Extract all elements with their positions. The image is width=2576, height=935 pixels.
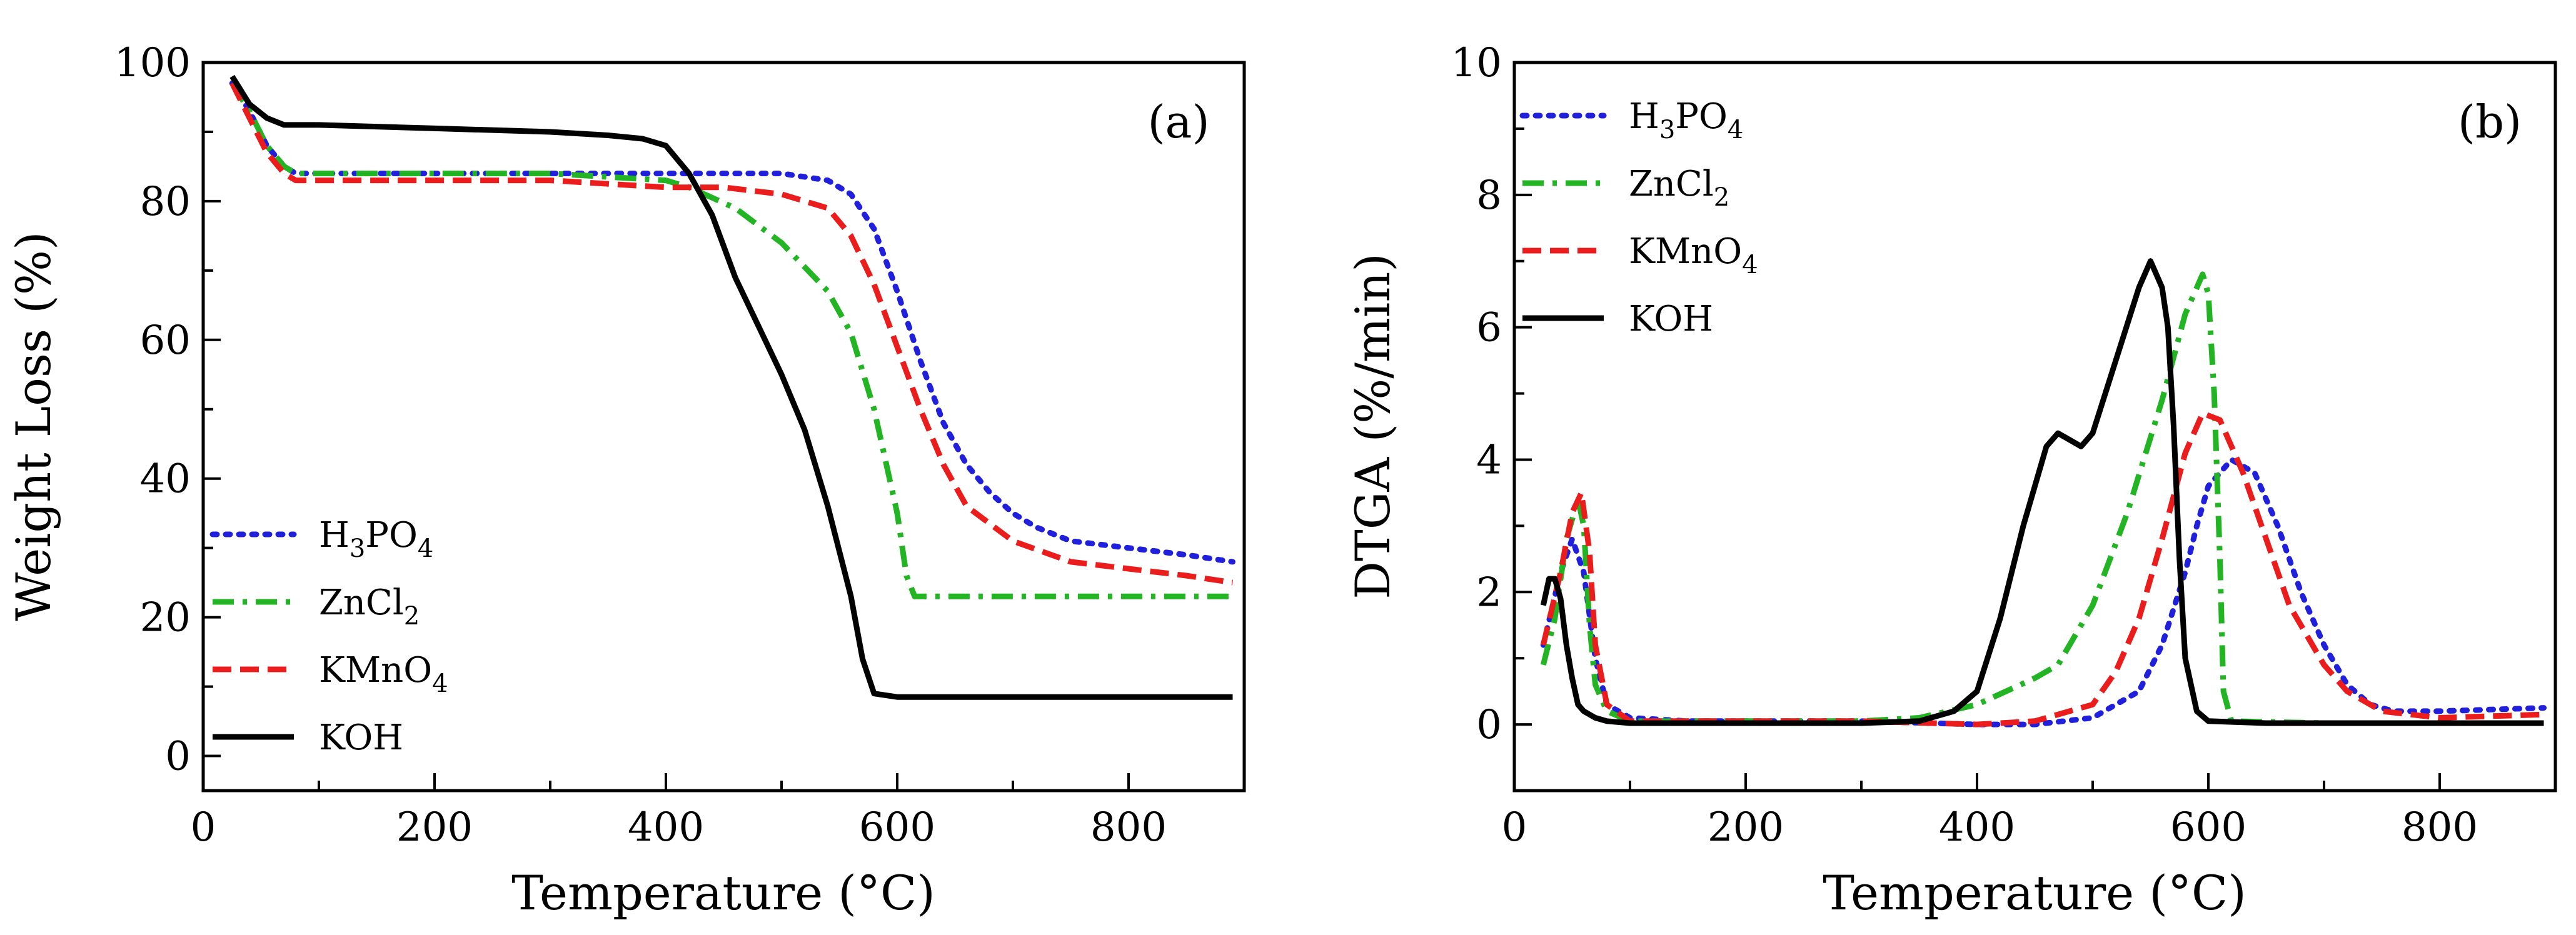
- panel-a-label: (a): [1147, 96, 1209, 148]
- legend-text-part: 2: [1714, 183, 1729, 212]
- panel-a-xlabel: Temperature (°C): [511, 865, 935, 921]
- legend-text-part: 3: [350, 534, 365, 563]
- panel-a-legend-label-zncl2: ZnCl2: [319, 582, 420, 631]
- panel-a-xtick-label: 600: [859, 804, 935, 851]
- panel-a-legend-label-h3po4: H3PO4: [319, 515, 433, 563]
- panel-b-ytick-label: 2: [1476, 569, 1502, 616]
- legend-text-part: 3: [1659, 116, 1675, 144]
- panel-a-ytick-label: 100: [114, 40, 191, 86]
- legend-text-part: PO: [1675, 96, 1728, 137]
- panel-a-series-koh: [229, 74, 1233, 700]
- panel-a-series-kmno4: [229, 82, 1234, 586]
- panel-b-legend-label-kmno4: KMnO4: [1629, 231, 1758, 279]
- panel-b-ytick-label: 4: [1476, 437, 1502, 483]
- panel-a-ticks: 0 200 400 600 800 0 20 40 60 80 100: [114, 40, 1167, 851]
- panel-b-legend-label-koh: KOH: [1629, 299, 1713, 339]
- panel-a-ytick-label: 20: [140, 595, 191, 641]
- panel-a-ytick-label: 40: [140, 456, 191, 502]
- panel-a-curves: [229, 74, 1235, 700]
- panel-b-legend-label-zncl2: ZnCl2: [1629, 164, 1729, 212]
- legend-text-part: 4: [1728, 116, 1743, 144]
- panel-b-xtick-label: 600: [2170, 804, 2246, 851]
- panel-a-ytick-label: 80: [140, 179, 191, 225]
- panel-b-label: (b): [2458, 96, 2522, 148]
- panel-a-ytick-label: 0: [165, 734, 191, 780]
- panel-b: 0 200 400 600 800 0 2 4 6 8 10 (b) Temperature (°C…: [1345, 40, 2557, 921]
- legend-text-part: 4: [432, 669, 448, 698]
- panel-b-series-h3po4: [1540, 457, 2547, 728]
- panel-b-series-zncl2: [1540, 271, 2544, 726]
- legend-text-part: 4: [418, 534, 433, 563]
- legend-text-part: ZnCl: [319, 582, 404, 623]
- panel-a-xtick-label: 0: [191, 804, 216, 851]
- panel-a-legend-label-koh: KOH: [319, 718, 403, 758]
- panel-a-xtick-label: 400: [628, 804, 704, 851]
- panel-a-legend-label-kmno4: KMnO4: [319, 650, 448, 698]
- panel-b-series-kmno4: [1540, 410, 2544, 728]
- panel-b-ytick-label: 0: [1476, 702, 1502, 748]
- panel-b-xtick-label: 800: [2402, 804, 2478, 851]
- panel-a-axes-frame: [201, 61, 1246, 792]
- panel-a: 0 200 400 600 800 0 20 40 60 80 100 (a) Temperatur…: [6, 40, 1246, 921]
- panel-a-ylabel: Weight Loss (%): [6, 231, 61, 621]
- panel-b-ylabel: DTGA (%/min): [1345, 253, 1401, 599]
- panel-a-series-zncl2: [229, 81, 1233, 599]
- legend-text-part: H: [1629, 96, 1659, 137]
- legend-text-part: KOH: [319, 718, 403, 758]
- panel-b-axes-frame: [1512, 61, 2557, 792]
- panel-b-ticks: 0 200 400 600 800 0 2 4 6 8 10: [1451, 40, 2478, 851]
- panel-a-ytick-label: 60: [140, 318, 191, 364]
- panel-b-curves: [1540, 258, 2547, 728]
- legend-text-part: 4: [1742, 251, 1758, 279]
- legend-text-part: KMnO: [1629, 231, 1742, 272]
- legend-text-part: ZnCl: [1629, 164, 1714, 204]
- legend-text-part: 2: [404, 602, 420, 631]
- panel-b-xtick-label: 0: [1502, 804, 1527, 851]
- legend-text-part: KMnO: [319, 650, 432, 691]
- panel-b-ytick-label: 8: [1476, 172, 1502, 219]
- panel-a-xtick-label: 200: [396, 804, 473, 851]
- panel-b-series-koh: [1540, 258, 2544, 726]
- panel-b-xtick-label: 200: [1708, 804, 1784, 851]
- legend-text-part: PO: [365, 515, 418, 556]
- panel-b-ytick-label: 10: [1451, 40, 1502, 86]
- panel-b-xtick-label: 400: [1939, 804, 2015, 851]
- legend-text-part: H: [319, 515, 350, 556]
- panel-b-ytick-label: 6: [1476, 305, 1502, 351]
- panel-a-xtick-label: 800: [1090, 804, 1167, 851]
- panel-b-xlabel: Temperature (°C): [1823, 865, 2246, 921]
- panel-a-series-h3po4: [229, 80, 1235, 565]
- panel-b-legend-label-h3po4: H3PO4: [1629, 96, 1743, 144]
- legend-text-part: KOH: [1629, 299, 1713, 339]
